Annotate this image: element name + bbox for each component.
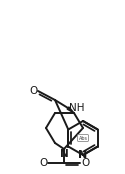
Text: Abs: Abs — [78, 136, 88, 140]
Text: O: O — [39, 158, 47, 168]
Text: N: N — [78, 150, 88, 160]
Text: N: N — [60, 149, 68, 159]
Text: O: O — [81, 158, 89, 168]
Polygon shape — [67, 107, 74, 113]
Text: NH: NH — [69, 103, 85, 113]
Text: O: O — [29, 86, 37, 96]
